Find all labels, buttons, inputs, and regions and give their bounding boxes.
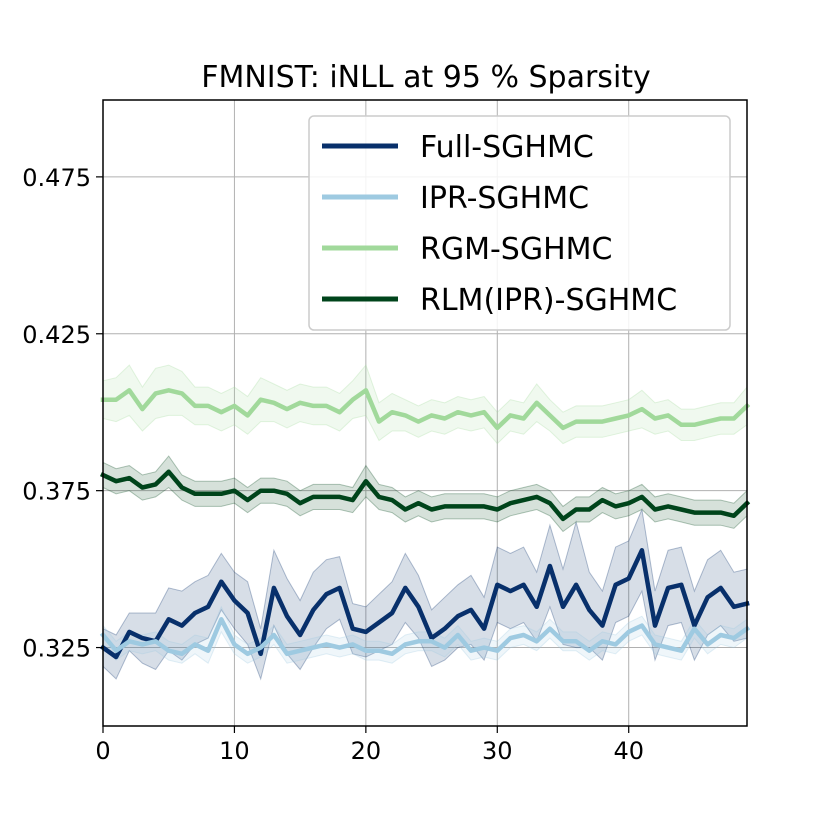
series-lines <box>99 388 751 660</box>
y-tick-label: 0.425 <box>22 321 91 349</box>
y-tick-label: 0.325 <box>22 635 91 663</box>
legend: Full-SGHMC IPR-SGHMC RGM-SGHMC RLM(IPR)-SGH… <box>308 115 731 331</box>
legend-label: Full-SGHMC <box>420 130 594 165</box>
series-line <box>100 469 751 522</box>
x-tick-label: 0 <box>95 737 110 765</box>
chart-title: FMNIST: iNLL at 95 % Sparsity <box>201 60 651 95</box>
series-line <box>99 548 750 660</box>
x-tick-label: 30 <box>482 737 513 765</box>
plot-frame <box>102 99 748 727</box>
y-tick-label: 0.475 <box>22 164 91 192</box>
legend-box <box>308 115 731 331</box>
x-tick-label: 40 <box>613 737 644 765</box>
series-line <box>99 617 751 657</box>
axis-ticks: 0 10 20 30 40 0.325 0.375 0.425 0.475 <box>22 164 644 765</box>
x-tick-label: 20 <box>351 737 382 765</box>
legend-label: RGM-SGHMC <box>420 232 612 267</box>
x-tick-label: 10 <box>219 737 250 765</box>
y-tick-label: 0.375 <box>22 478 91 506</box>
legend-label: IPR-SGHMC <box>420 181 589 216</box>
series-line <box>100 388 751 431</box>
legend-label: RLM(IPR)-SGHMC <box>420 283 677 318</box>
